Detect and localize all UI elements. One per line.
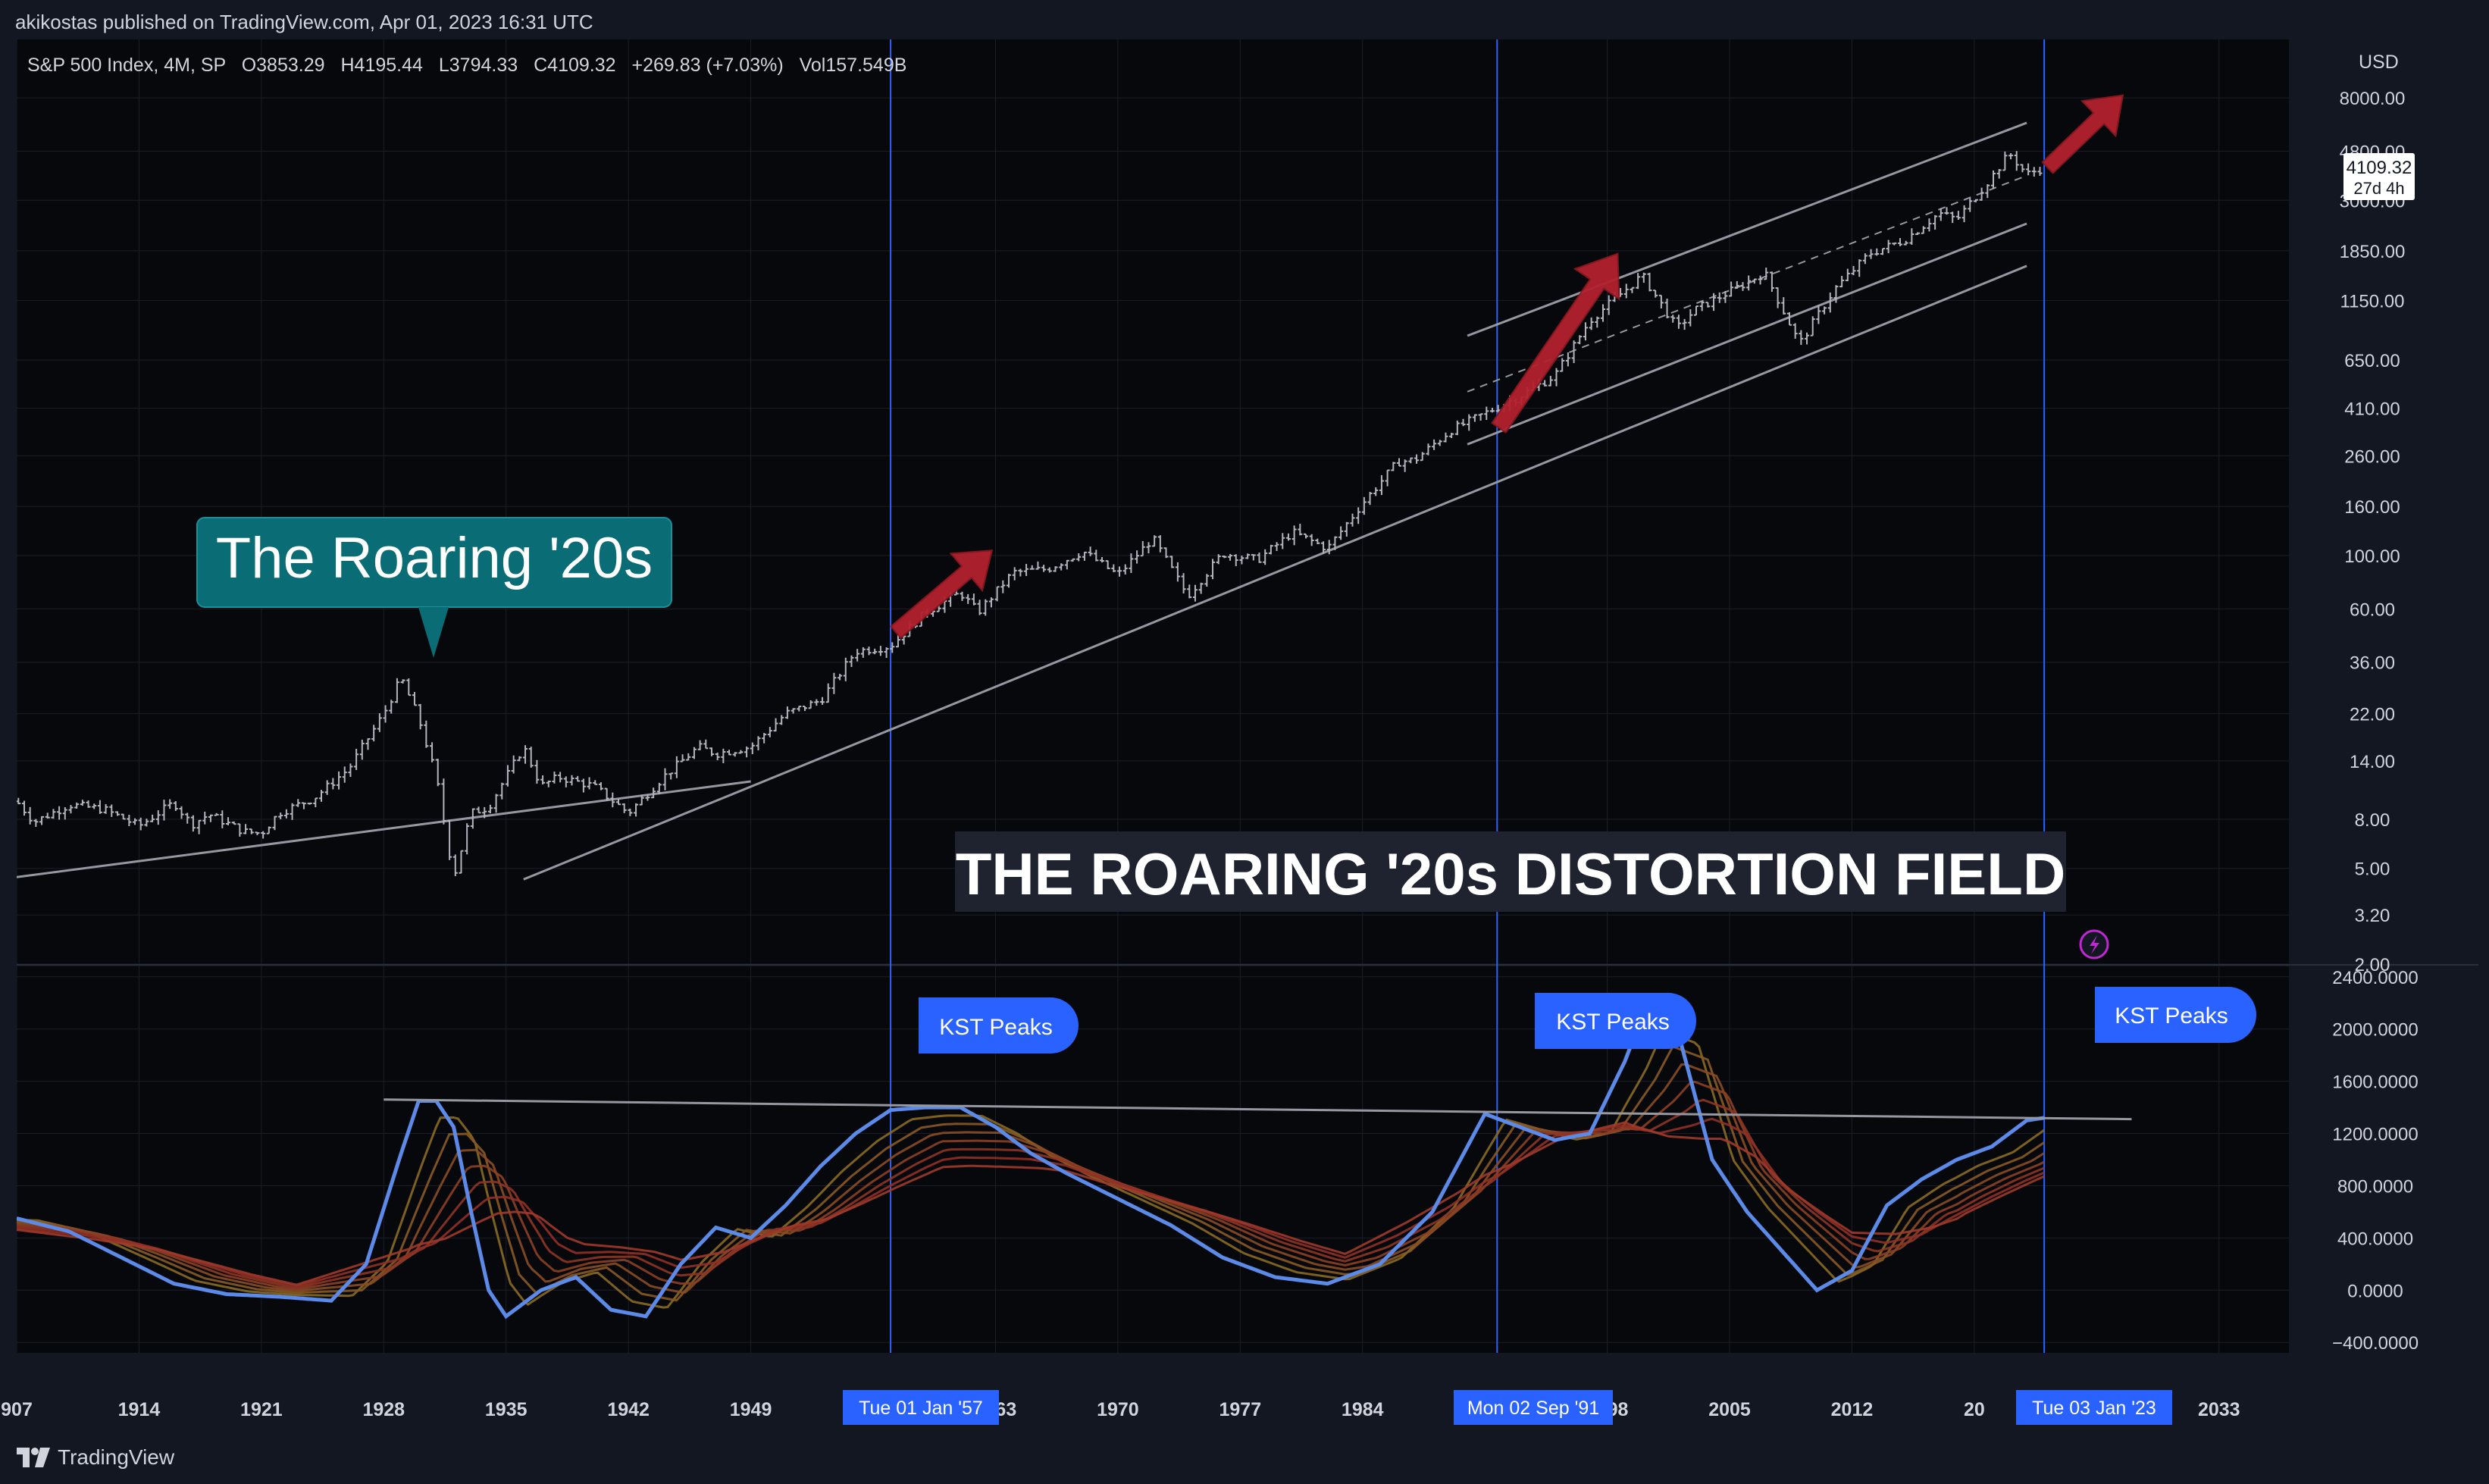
price-axis-tick: 260.00 bbox=[2344, 446, 2400, 467]
kst-resistance-line bbox=[384, 1098, 2132, 1121]
time-axis-tick: 2005 bbox=[1708, 1399, 1751, 1420]
kst-axis-tick: 400.0000 bbox=[2337, 1229, 2413, 1249]
price-axis-tick: 60.00 bbox=[2350, 600, 2395, 620]
legend-close-label: C bbox=[534, 55, 547, 76]
legend-change: +269.83 (+7.03%) bbox=[632, 55, 784, 76]
time-axis-tick: 2033 bbox=[2198, 1399, 2240, 1420]
time-axis-tick: 1970 bbox=[1097, 1399, 1139, 1420]
date-marker-2-text: Mon 02 Sep '91 bbox=[1467, 1398, 1599, 1419]
date-marker-1[interactable]: Tue 01 Jan '57 bbox=[843, 1390, 999, 1425]
price-axis-tick: 1150.00 bbox=[2340, 291, 2405, 312]
price-axis-tick: 8.00 bbox=[2355, 810, 2390, 831]
kst-axis-tick: 1200.0000 bbox=[2332, 1125, 2418, 1145]
time-axis-tick: 1977 bbox=[1219, 1399, 1261, 1420]
kst-badge-1-text: KST Peaks bbox=[939, 1015, 1053, 1040]
roaring-callout-text: The Roaring '20s bbox=[216, 526, 653, 590]
kst-badge-1[interactable]: KST Peaks bbox=[919, 997, 1079, 1054]
indicator-pane[interactable] bbox=[17, 966, 2289, 1353]
time-axis-tick: 1984 bbox=[1342, 1399, 1384, 1420]
last-price-label[interactable]: 4109.32 27d 4h bbox=[2343, 153, 2415, 200]
kst-ribbon-line bbox=[17, 1117, 2045, 1288]
trend-line bbox=[17, 780, 751, 878]
price-axis-tick: 160.00 bbox=[2344, 497, 2400, 518]
kst-axis-tick: 1600.0000 bbox=[2332, 1072, 2418, 1093]
time-axis-tick: 1949 bbox=[730, 1399, 772, 1420]
legend-row: S&P 500 Index, 4M, SP O3853.29 H4195.44 … bbox=[27, 55, 906, 76]
kst-axis-tick: 800.0000 bbox=[2337, 1176, 2413, 1197]
publisher-line: akikostas published on TradingView.com, … bbox=[15, 11, 593, 33]
date-marker-2[interactable]: Mon 02 Sep '91 bbox=[1454, 1390, 1613, 1425]
price-axis-tick: 650.00 bbox=[2344, 351, 2400, 371]
legend-high: 4195.44 bbox=[355, 55, 423, 76]
tradingview-wordmark: TradingView bbox=[58, 1445, 175, 1469]
price-axis-tick: 14.00 bbox=[2350, 752, 2395, 772]
trend-line bbox=[1467, 121, 2027, 337]
time-axis-tick: 1914 bbox=[118, 1399, 161, 1420]
legend-symbol: S&P 500 Index, 4M, SP bbox=[27, 55, 226, 76]
price-axis-tick: 8000.00 bbox=[2340, 89, 2406, 109]
price-pane[interactable] bbox=[17, 39, 2289, 964]
price-axis-tick: 3.20 bbox=[2355, 906, 2390, 926]
legend-vol-label: Vol bbox=[800, 55, 826, 76]
price-axis-tick: 2.00 bbox=[2355, 955, 2390, 975]
last-price-countdown: 27d 4h bbox=[2353, 179, 2404, 198]
time-axis-tick: 1942 bbox=[607, 1399, 650, 1420]
legend-low: 3794.33 bbox=[449, 55, 518, 76]
legend-high-label: H bbox=[340, 55, 354, 76]
tradingview-icon bbox=[17, 1448, 50, 1467]
tradingview-logo[interactable]: TradingView bbox=[17, 1445, 174, 1470]
kst-axis-tick: 2400.0000 bbox=[2332, 968, 2418, 988]
red-arrow bbox=[2041, 94, 2124, 174]
kst-ribbon-line bbox=[17, 1045, 2045, 1302]
price-axis-tick: 5.00 bbox=[2355, 859, 2390, 880]
legend-open-label: O bbox=[242, 55, 256, 76]
date-marker-1-text: Tue 01 Jan '57 bbox=[859, 1398, 983, 1419]
price-axis-tick: 1850.00 bbox=[2340, 242, 2406, 262]
kst-axis-tick: −400.0000 bbox=[2332, 1333, 2419, 1354]
kst-line bbox=[17, 1013, 2045, 1320]
kst-badge-2-text: KST Peaks bbox=[1556, 1010, 1670, 1035]
price-axis-tick: 410.00 bbox=[2344, 399, 2400, 420]
date-marker-3-text: Tue 03 Jan '23 bbox=[2032, 1398, 2156, 1419]
legend-low-label: L bbox=[439, 55, 449, 76]
currency-label: USD bbox=[2359, 52, 2399, 73]
kst-axis-tick: 2000.0000 bbox=[2332, 1020, 2418, 1041]
legend-open: 3853.29 bbox=[256, 55, 324, 76]
roaring-callout[interactable]: The Roaring '20s bbox=[196, 517, 672, 658]
trend-line bbox=[1467, 222, 2027, 446]
time-axis-tick: 907 bbox=[1, 1399, 33, 1420]
time-axis-tick: 1935 bbox=[485, 1399, 528, 1420]
lightning-icon[interactable] bbox=[2079, 929, 2109, 960]
price-axis-tick: 22.00 bbox=[2350, 705, 2395, 725]
legend-close: 4109.32 bbox=[547, 55, 615, 76]
time-axis-tick: 1921 bbox=[240, 1399, 283, 1420]
headline-banner[interactable]: THE ROARING '20s DISTORTION FIELD bbox=[955, 831, 2066, 912]
time-axis-tick: 1928 bbox=[362, 1399, 405, 1420]
kst-badge-3[interactable]: KST Peaks bbox=[2095, 987, 2256, 1043]
kst-badge-2[interactable]: KST Peaks bbox=[1535, 993, 1696, 1049]
legend-vol: 157.549B bbox=[825, 55, 906, 76]
kst-ribbon-line bbox=[17, 1080, 2045, 1291]
trend-line bbox=[523, 265, 2027, 881]
red-arrow bbox=[1491, 252, 1620, 434]
time-axis-tick: 2012 bbox=[1831, 1399, 1874, 1420]
time-axis-tick: 20 bbox=[1964, 1399, 1985, 1420]
price-axis-tick: 36.00 bbox=[2350, 653, 2395, 674]
headline-text: THE ROARING '20s DISTORTION FIELD bbox=[956, 841, 2066, 907]
trend-midline bbox=[1467, 174, 2027, 393]
price-axis-tick: 100.00 bbox=[2344, 546, 2400, 567]
kst-badge-3-text: KST Peaks bbox=[2115, 1003, 2228, 1028]
kst-axis-tick: 0.0000 bbox=[2347, 1281, 2403, 1301]
kst-ribbon-line bbox=[17, 1063, 2045, 1294]
date-marker-3[interactable]: Tue 03 Jan '23 bbox=[2016, 1390, 2172, 1425]
red-arrow bbox=[890, 549, 994, 640]
last-price-value: 4109.32 bbox=[2347, 158, 2412, 178]
